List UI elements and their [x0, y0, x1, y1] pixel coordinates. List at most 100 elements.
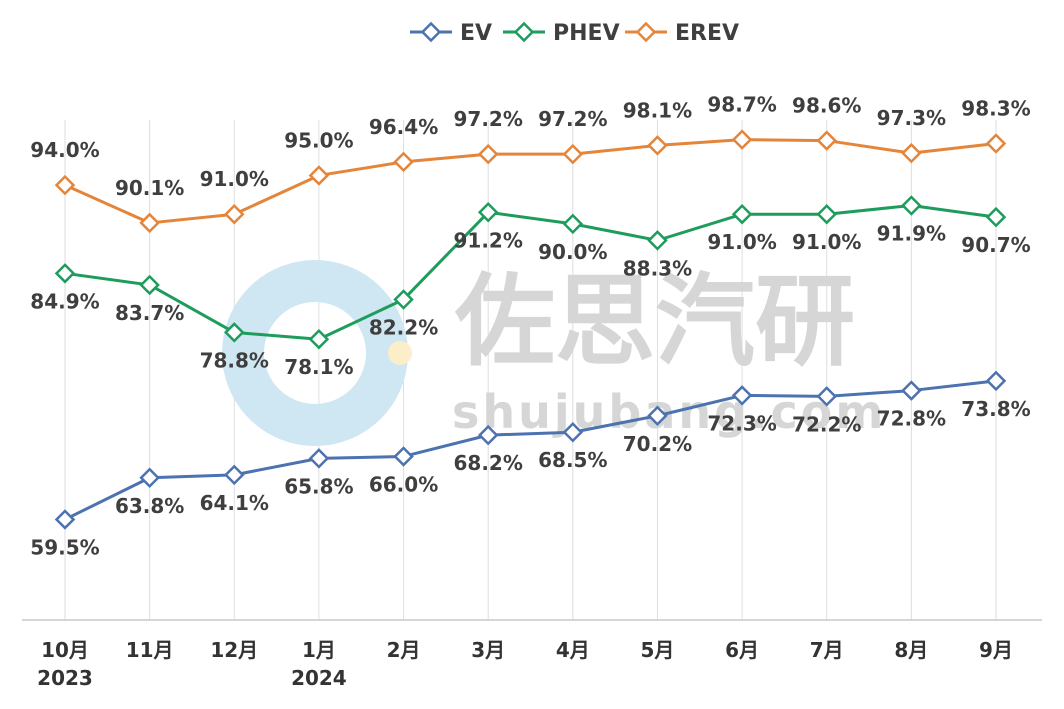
x-tick-label: 4月 — [556, 638, 590, 662]
series-line-phev — [64, 203, 997, 341]
data-point — [477, 424, 499, 446]
data-label-phev: 91.9% — [877, 221, 946, 245]
data-label-phev: 90.0% — [538, 240, 607, 264]
data-point — [139, 467, 160, 489]
data-point — [647, 230, 668, 251]
data-label-phev: 78.8% — [200, 348, 269, 372]
data-point — [901, 380, 922, 401]
x-tick-label: 2024 — [291, 666, 347, 690]
data-label-ev: 72.2% — [792, 412, 861, 436]
data-label-phev: 91.0% — [792, 230, 861, 254]
legend-marker — [420, 21, 442, 43]
data-label-ev: 70.2% — [623, 432, 692, 456]
data-point — [477, 143, 499, 165]
data-labels: 59.5% 63.8% 64.1% 65.8% 66.0% 68.2% 68.5% 70.2%… — [30, 93, 1030, 560]
data-label-phev: 83.7% — [115, 301, 184, 325]
series-phev — [54, 195, 1007, 350]
data-point — [816, 203, 837, 225]
data-label-erev: 94.0% — [30, 138, 99, 162]
legend-item-erev: EREV — [625, 21, 739, 46]
data-point — [477, 202, 499, 223]
data-label-phev: 84.9% — [30, 289, 99, 313]
data-point — [308, 328, 330, 350]
x-tick-label: 5月 — [640, 638, 674, 662]
data-label-erev: 98.6% — [792, 94, 861, 118]
data-label-phev: 82.2% — [369, 315, 438, 339]
x-tick-label: 7月 — [810, 638, 844, 662]
watermark-logo-dot — [388, 341, 412, 365]
x-tick-label: 6月 — [725, 638, 759, 662]
data-label-ev: 72.3% — [707, 411, 776, 435]
data-point — [985, 206, 1007, 228]
data-point — [562, 421, 584, 443]
x-axis-tick-labels: 10月 2023 11月 12月 1月 2024 2月 3月 4月 5月 6月 7月 8月 9月 — [37, 638, 1013, 690]
data-label-phev: 91.2% — [453, 228, 522, 252]
data-point — [54, 174, 76, 196]
watermark-logo-ring — [222, 260, 408, 446]
data-point — [308, 448, 330, 469]
data-label-erev: 97.3% — [877, 106, 946, 130]
data-label-ev: 64.1% — [200, 491, 269, 515]
x-tick-label: 11月 — [126, 638, 174, 662]
data-label-ev: 66.0% — [369, 472, 438, 496]
watermark: 佐思汽研 shujubang.com — [222, 260, 883, 446]
data-label-phev: 88.3% — [623, 256, 692, 280]
data-point — [731, 129, 753, 150]
data-point — [985, 133, 1007, 154]
data-point — [224, 203, 245, 225]
data-point — [816, 386, 837, 407]
x-tick-label: 10月 — [41, 638, 89, 662]
data-point — [901, 142, 922, 164]
data-label-erev: 98.1% — [623, 98, 692, 122]
data-label-phev: 90.7% — [961, 233, 1030, 257]
x-tick-label: 8月 — [894, 638, 928, 662]
series-erev — [54, 129, 1007, 234]
data-label-ev: 72.8% — [877, 407, 946, 431]
data-label-erev: 98.3% — [961, 96, 1030, 120]
data-point — [54, 509, 76, 530]
x-tick-label: 1月 — [302, 638, 336, 662]
data-label-ev: 59.5% — [30, 535, 99, 559]
legend-item-phev: PHEV — [503, 21, 620, 46]
data-label-erev: 98.7% — [707, 93, 776, 117]
data-label-phev: 91.0% — [707, 230, 776, 254]
legend-item-ev: EV — [410, 21, 492, 46]
data-point — [224, 464, 245, 486]
legend-marker — [513, 21, 535, 43]
series-layer — [54, 129, 1007, 530]
data-point — [816, 130, 837, 151]
x-tick-label: 9月 — [979, 638, 1013, 662]
data-label-ev: 73.8% — [961, 397, 1030, 421]
data-point — [647, 405, 668, 427]
series-line-ev — [64, 379, 997, 521]
x-tick-label: 2月 — [387, 638, 421, 662]
data-point — [54, 263, 76, 284]
data-point — [393, 289, 414, 310]
data-label-erev: 95.0% — [284, 128, 353, 152]
data-point — [562, 213, 584, 235]
data-point — [393, 151, 414, 173]
data-label-erev: 97.2% — [453, 107, 522, 131]
data-point — [731, 385, 753, 406]
data-label-ev: 65.8% — [284, 474, 353, 498]
data-point — [139, 274, 160, 296]
data-label-erev: 90.1% — [115, 176, 184, 200]
data-label-erev: 96.4% — [369, 115, 438, 139]
data-label-phev: 78.1% — [284, 355, 353, 379]
data-point — [985, 370, 1007, 392]
legend-label: PHEV — [553, 21, 620, 46]
series-line-erev — [64, 138, 997, 225]
x-tick-label: 2023 — [37, 666, 93, 690]
data-label-ev: 68.2% — [453, 451, 522, 475]
data-point — [139, 212, 160, 234]
data-label-ev: 68.5% — [538, 448, 607, 472]
data-point — [647, 135, 668, 156]
legend-label: EREV — [675, 21, 739, 46]
data-label-erev: 91.0% — [200, 167, 269, 191]
x-tick-label: 3月 — [471, 638, 505, 662]
data-point — [901, 195, 922, 216]
data-point — [562, 143, 584, 165]
series-ev — [54, 370, 1007, 530]
watermark-brand: 佐思汽研 — [454, 263, 855, 380]
